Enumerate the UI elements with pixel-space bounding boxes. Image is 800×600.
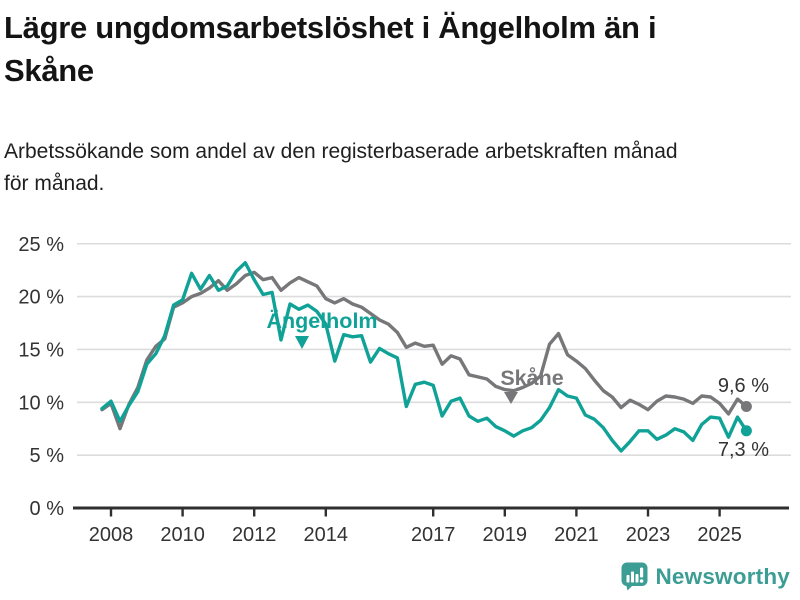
series-end-dots xyxy=(740,401,752,437)
y-tick-label: 25 % xyxy=(18,234,64,256)
x-axis-labels: 2008 2010 2012 2014 2017 2019 2021 2023 2025 xyxy=(89,524,742,546)
series-label-angelholm: Ängelholm xyxy=(266,309,377,333)
x-tick-label: 2010 xyxy=(160,524,205,546)
newsworthy-icon xyxy=(621,562,648,591)
end-value-angelholm: 7,3 % xyxy=(718,439,769,461)
x-tick-label: 2012 xyxy=(232,524,277,546)
series-label-skane: Skåne xyxy=(500,366,563,390)
x-tick-label: 2019 xyxy=(483,524,528,546)
x-axis-ticks xyxy=(109,508,721,517)
series-end-dot xyxy=(740,425,752,437)
x-tick-label: 2025 xyxy=(697,524,742,546)
x-tick-label: 2014 xyxy=(304,524,349,546)
chart-subtitle: Arbetssökande som andel av den registerb… xyxy=(4,136,796,200)
subtitle-line-2: för månad. xyxy=(4,172,105,195)
angelholm-pointer-icon xyxy=(295,336,309,349)
y-tick-label: 20 % xyxy=(18,287,64,309)
page-title: Lägre ungdomsarbetslöshet i Ängelholm än… xyxy=(4,6,774,92)
skane-pointer-icon xyxy=(504,392,518,404)
y-tick-label: 15 % xyxy=(18,339,64,361)
x-tick-label: 2023 xyxy=(626,524,671,546)
series-end-dot xyxy=(740,401,752,412)
y-tick-label: 5 % xyxy=(30,445,65,467)
newsworthy-wordmark: Newsworthy xyxy=(655,563,790,589)
x-tick-label: 2008 xyxy=(89,524,134,546)
y-tick-label: 0 % xyxy=(30,498,65,520)
series-line xyxy=(100,270,749,431)
series-lines xyxy=(100,261,749,453)
title-line-1: Lägre ungdomsarbetslöshet i Ängelholm än… xyxy=(4,10,657,45)
series-line xyxy=(100,261,749,453)
title-line-2: Skåne xyxy=(4,53,94,88)
x-tick-label: 2021 xyxy=(554,524,599,546)
end-value-skane: 9,6 % xyxy=(718,375,769,397)
y-tick-label: 10 % xyxy=(18,392,64,414)
x-tick-label: 2017 xyxy=(411,524,456,546)
newsworthy-logo: Newsworthy xyxy=(621,562,790,591)
y-axis-labels: 0 % 5 % 10 % 15 % 20 % 25 % xyxy=(18,234,64,520)
subtitle-line-1: Arbetssökande som andel av den registerb… xyxy=(4,140,678,163)
